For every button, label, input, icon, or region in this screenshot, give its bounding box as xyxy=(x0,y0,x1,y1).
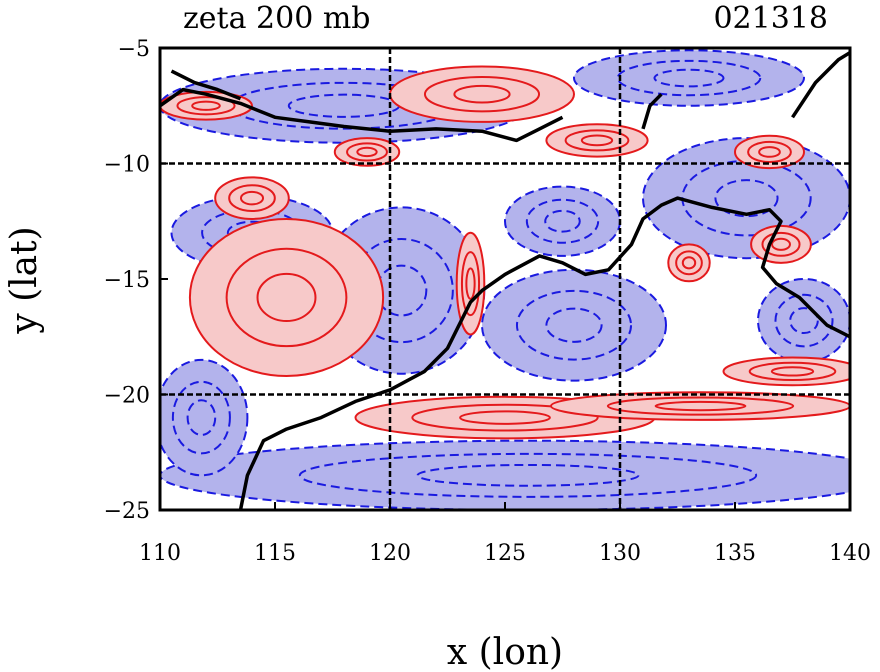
negative-vorticity-contour xyxy=(298,452,758,498)
negative-vorticity-contour xyxy=(186,399,217,436)
negative-vorticity-region xyxy=(573,49,805,107)
positive-vorticity-contour xyxy=(228,184,276,213)
positive-vorticity-contour xyxy=(606,396,795,416)
negative-vorticity-contour xyxy=(714,179,779,218)
y-tick-label: −10 xyxy=(104,153,150,178)
positive-vorticity-region xyxy=(750,224,812,264)
positive-vorticity-contour xyxy=(675,250,703,276)
positive-vorticity-contour xyxy=(239,190,265,206)
positive-vorticity-contour xyxy=(346,142,388,162)
positive-vorticity-contour xyxy=(256,272,317,323)
positive-vorticity-contour xyxy=(747,140,792,163)
positive-vorticity-region xyxy=(389,65,575,123)
coastlines xyxy=(160,51,850,510)
positive-vorticity-contour xyxy=(453,84,511,104)
positive-vorticity-contour xyxy=(411,403,599,432)
positive-vorticity-contour xyxy=(465,267,476,300)
x-tick-label: 125 xyxy=(484,541,526,566)
chart-subtitle: 021318 xyxy=(713,1,828,36)
positive-vorticity-contour xyxy=(459,410,551,425)
negative-vorticity-region xyxy=(504,185,621,257)
positive-vorticity-contour xyxy=(758,146,781,158)
negative-vorticity-region xyxy=(160,358,249,477)
x-axis-label: x (lon) xyxy=(447,632,563,672)
coastline xyxy=(238,196,850,510)
negative-vorticity-contour xyxy=(525,198,600,244)
negative-vorticity-region xyxy=(160,439,850,510)
chart-title: zeta 200 mb xyxy=(183,1,371,36)
negative-vorticity-region xyxy=(481,268,667,382)
positive-vorticity-region xyxy=(550,391,850,421)
positive-vorticity-contour xyxy=(423,76,541,113)
negative-vorticity-contour xyxy=(545,307,603,343)
negative-vorticity-contour xyxy=(653,68,725,88)
coastline xyxy=(170,69,242,101)
x-tick-label: 135 xyxy=(714,541,756,566)
negative-vorticity-contour xyxy=(515,289,633,361)
negative-vorticity-region xyxy=(757,278,850,364)
positive-vorticity-contour xyxy=(460,251,481,317)
positive-vorticity-region xyxy=(214,176,290,220)
positive-vorticity-contour xyxy=(356,146,378,158)
x-axis-ticks: 110 115 120 125 130 135 140 xyxy=(139,502,871,566)
positive-vorticity-region xyxy=(333,137,401,167)
positive-vorticity-contour xyxy=(564,129,630,152)
positive-vorticity-region xyxy=(188,217,385,378)
x-tick-label: 120 xyxy=(369,541,411,566)
positive-vorticity-contour xyxy=(761,231,801,257)
positive-vorticity-region xyxy=(545,123,649,158)
x-tick-label: 130 xyxy=(599,541,641,566)
positive-vorticity-region xyxy=(667,243,711,283)
positive-vorticity-contour xyxy=(681,256,697,270)
y-tick-label: −20 xyxy=(104,384,150,409)
positive-vorticity-contour xyxy=(771,237,791,251)
y-axis-label: y (lat) xyxy=(4,226,45,334)
positive-vorticity-region xyxy=(722,356,850,387)
y-tick-label: −15 xyxy=(104,268,150,293)
coastline xyxy=(641,92,663,130)
x-tick-label: 140 xyxy=(829,541,871,566)
negative-vorticity-contour xyxy=(774,293,834,348)
positive-vorticity-contour xyxy=(580,134,614,147)
y-tick-label: −5 xyxy=(118,37,150,62)
positive-vorticity-contour xyxy=(191,100,221,111)
negative-vorticity-contour xyxy=(616,59,762,97)
gridlines xyxy=(160,48,850,510)
positive-vorticity-contour xyxy=(225,247,348,348)
negative-vorticity-contour xyxy=(416,463,640,487)
negative-vorticity-contour xyxy=(544,209,581,233)
x-tick-label: 110 xyxy=(139,541,181,566)
positive-vorticity-contour xyxy=(654,400,747,412)
negative-vorticity-contour xyxy=(171,380,231,455)
y-tick-label: −25 xyxy=(104,499,150,524)
coastline xyxy=(160,87,564,143)
y-axis-ticks: −25 −20 −15 −10 −5 xyxy=(104,37,168,524)
x-tick-label: 115 xyxy=(254,541,296,566)
positive-vorticity-contour xyxy=(748,361,837,381)
positive-vorticity-region xyxy=(734,134,805,170)
positive-vorticity-contour xyxy=(176,96,236,116)
coastline xyxy=(791,51,850,119)
positive-vorticity-contour xyxy=(770,366,815,377)
contour-regions xyxy=(160,49,850,510)
negative-vorticity-contour xyxy=(789,307,819,335)
positive-vorticity-region xyxy=(455,231,486,336)
